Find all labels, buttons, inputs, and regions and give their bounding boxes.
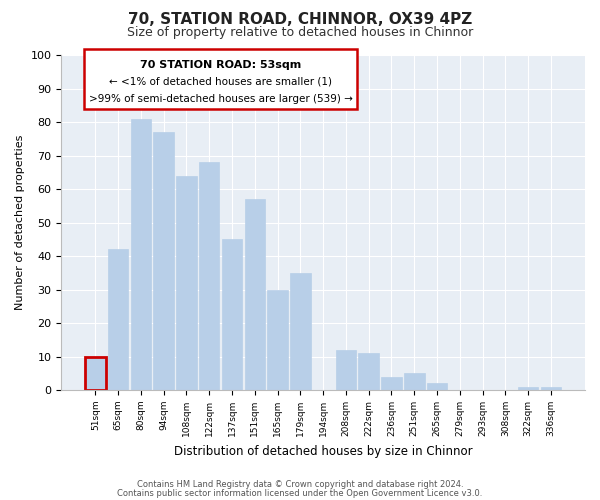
Bar [290,273,311,390]
Y-axis label: Number of detached properties: Number of detached properties [15,135,25,310]
Bar [404,374,425,390]
X-axis label: Distribution of detached houses by size in Chinnor: Distribution of detached houses by size … [174,444,472,458]
Bar [335,350,356,390]
Bar [381,376,402,390]
Text: 70, STATION ROAD, CHINNOR, OX39 4PZ: 70, STATION ROAD, CHINNOR, OX39 4PZ [128,12,472,28]
Bar [199,162,220,390]
Text: ← <1% of detached houses are smaller (1): ← <1% of detached houses are smaller (1) [109,77,332,87]
Text: Contains public sector information licensed under the Open Government Licence v3: Contains public sector information licen… [118,488,482,498]
Text: Contains HM Land Registry data © Crown copyright and database right 2024.: Contains HM Land Registry data © Crown c… [137,480,463,489]
FancyBboxPatch shape [84,48,358,109]
Bar [222,240,242,390]
Bar [268,290,288,390]
Bar [108,250,128,390]
Bar [85,356,106,390]
Bar [154,132,174,390]
Text: >99% of semi-detached houses are larger (539) →: >99% of semi-detached houses are larger … [89,94,353,104]
Text: 70 STATION ROAD: 53sqm: 70 STATION ROAD: 53sqm [140,60,301,70]
Bar [541,386,561,390]
Bar [518,386,538,390]
Text: Size of property relative to detached houses in Chinnor: Size of property relative to detached ho… [127,26,473,39]
Bar [427,384,447,390]
Bar [358,353,379,390]
Bar [131,119,151,390]
Bar [176,176,197,390]
Bar [245,199,265,390]
